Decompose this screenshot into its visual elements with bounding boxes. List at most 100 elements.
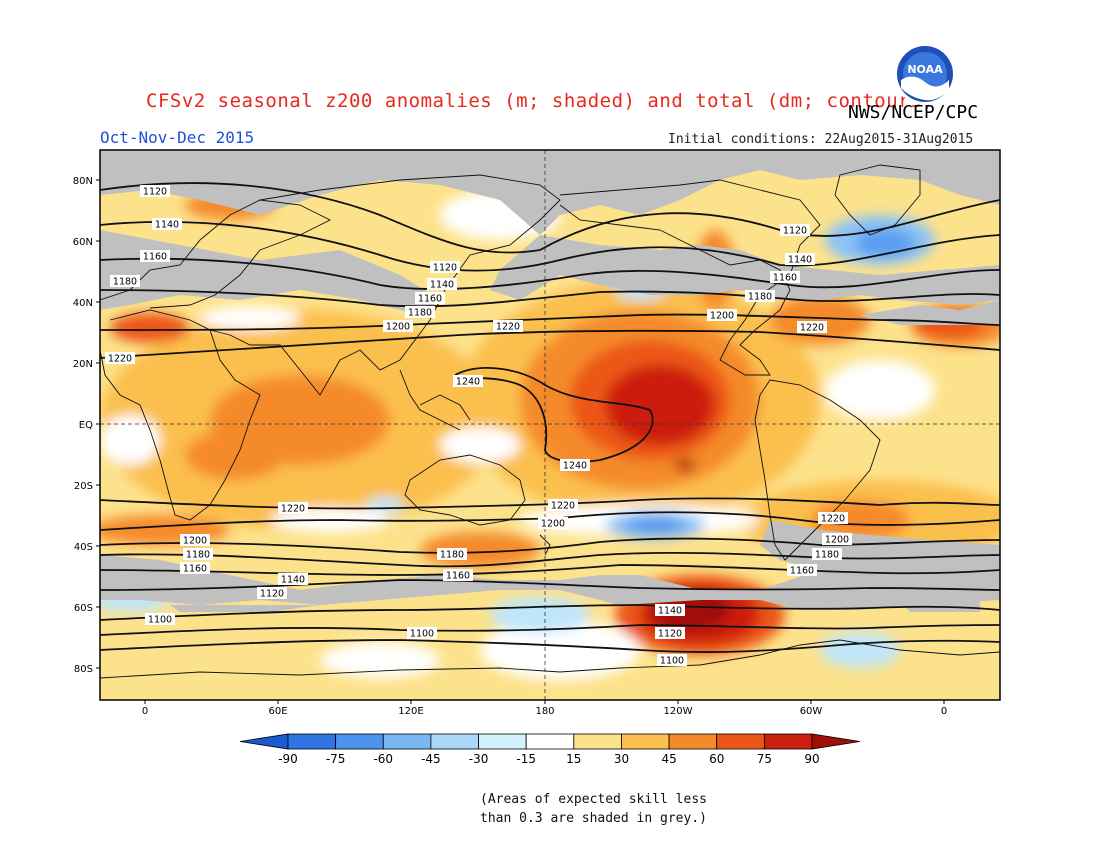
svg-text:EQ: EQ — [79, 420, 93, 431]
colorbar-label: -30 — [469, 752, 489, 766]
colorbar-label: 15 — [566, 752, 581, 766]
lat-tick: 60N — [73, 237, 100, 248]
colorbar-segment — [763, 733, 813, 750]
svg-text:1200: 1200 — [825, 535, 849, 546]
season-label: Oct-Nov-Dec 2015 — [100, 128, 255, 147]
svg-text:1180: 1180 — [186, 550, 210, 561]
svg-text:40S: 40S — [74, 542, 93, 553]
height-contours — [100, 182, 1000, 653]
longitude-axis: 0 60E 120E 180 120W 60W 0 — [142, 700, 947, 717]
contour-label: 1160 — [140, 250, 170, 263]
lat-tick: 80S — [74, 664, 100, 675]
svg-text:0: 0 — [142, 706, 148, 717]
svg-text:1160: 1160 — [446, 571, 470, 582]
colorbar-arrow-right — [811, 733, 861, 750]
contour-label: 1160 — [415, 292, 445, 305]
colorbar-segment — [716, 733, 765, 750]
svg-text:1220: 1220 — [551, 501, 575, 512]
contour-label: 1220 — [818, 512, 848, 525]
svg-text:1140: 1140 — [155, 220, 179, 231]
lon-tick: 0 — [941, 700, 947, 717]
colorbar-arrow-left — [239, 733, 289, 750]
org-label: NWS/NCEP/CPC — [848, 102, 979, 123]
colorbar-segment — [430, 733, 479, 750]
svg-text:60E: 60E — [268, 706, 287, 717]
svg-text:1200: 1200 — [183, 536, 207, 547]
svg-text:40N: 40N — [73, 298, 93, 309]
svg-text:1240: 1240 — [456, 377, 480, 388]
svg-text:1120: 1120 — [658, 629, 682, 640]
contour-label: 1120 — [257, 587, 287, 600]
contour-label: 1180 — [745, 290, 775, 303]
colorbar-label: 60 — [709, 752, 724, 766]
svg-text:180: 180 — [535, 706, 554, 717]
svg-text:1200: 1200 — [386, 322, 410, 333]
svg-text:1200: 1200 — [710, 311, 734, 322]
contour-label: 1100 — [407, 627, 437, 640]
contour-label: 1140 — [427, 278, 457, 291]
svg-text:120E: 120E — [398, 706, 423, 717]
colorbar-segment — [525, 733, 575, 750]
svg-text:60S: 60S — [74, 603, 93, 614]
colorbar-label: -60 — [373, 752, 393, 766]
contour-label: 1140 — [278, 573, 308, 586]
svg-text:20S: 20S — [74, 481, 93, 492]
contour-label: 1120 — [780, 224, 810, 237]
contour-label: 1200 — [822, 533, 852, 546]
noaa-logo: NOAA — [894, 43, 956, 105]
contour-label: 1140 — [655, 604, 685, 617]
contour-label: 1200 — [180, 534, 210, 547]
contour-label: 1220 — [548, 499, 578, 512]
contour-label: 1180 — [812, 548, 842, 561]
lat-tick: 20S — [74, 481, 100, 492]
map-plot-area: 1120 1140 1160 1180 1220 1120 1140 1160 … — [100, 150, 1000, 700]
contour-label: 1180 — [183, 548, 213, 561]
colorbar-label: -75 — [326, 752, 346, 766]
svg-text:60N: 60N — [73, 237, 93, 248]
svg-text:20N: 20N — [73, 359, 93, 370]
svg-text:1120: 1120 — [260, 589, 284, 600]
contour-label: 1240 — [560, 459, 590, 472]
lon-tick: 120W — [664, 700, 693, 717]
svg-text:1200: 1200 — [541, 519, 565, 530]
svg-text:1160: 1160 — [418, 294, 442, 305]
svg-text:1180: 1180 — [815, 550, 839, 561]
svg-text:1160: 1160 — [790, 566, 814, 577]
contour-label: 1180 — [110, 275, 140, 288]
lon-tick: 60E — [268, 700, 288, 717]
skill-note-line2: than 0.3 are shaded in grey.) — [480, 811, 707, 826]
svg-text:1220: 1220 — [496, 322, 520, 333]
initial-conditions-label: Initial conditions: 22Aug2015-31Aug2015 — [668, 132, 974, 147]
contour-label: 1140 — [152, 218, 182, 231]
colorbar: -90 -75 -60 -45 -30 -15 15 30 45 60 75 90 — [239, 733, 861, 766]
contour-label: 1140 — [785, 253, 815, 266]
contour-label: 1200 — [707, 309, 737, 322]
skill-note-line1: (Areas of expected skill less — [480, 792, 707, 807]
latitude-axis: 80N 60N 40N 20N EQ 20S 40S 60S 80S — [73, 176, 100, 675]
contour-label: 1160 — [770, 271, 800, 284]
lat-tick: 40S — [74, 542, 100, 553]
coastlines — [100, 164, 1000, 679]
lat-tick: 60S — [74, 603, 100, 614]
lon-tick: 120E — [398, 700, 424, 717]
contour-label: 1100 — [657, 654, 687, 667]
svg-text:1180: 1180 — [440, 550, 464, 561]
svg-text:1100: 1100 — [660, 656, 684, 667]
svg-text:0: 0 — [941, 706, 947, 717]
svg-text:1120: 1120 — [433, 263, 457, 274]
svg-text:80N: 80N — [73, 176, 93, 187]
contour-label: 1160 — [787, 564, 817, 577]
svg-text:120W: 120W — [664, 706, 693, 717]
contour-label: 1220 — [493, 320, 523, 333]
lon-tick: 180 — [535, 700, 555, 717]
contour-label: 1120 — [430, 261, 460, 274]
contour-label: 1220 — [797, 321, 827, 334]
svg-text:1180: 1180 — [748, 292, 772, 303]
colorbar-segment — [668, 733, 718, 750]
colorbar-segment — [382, 733, 432, 750]
colorbar-segment — [621, 733, 670, 750]
svg-text:1140: 1140 — [788, 255, 812, 266]
svg-text:1120: 1120 — [783, 226, 807, 237]
lat-tick: 40N — [73, 298, 100, 309]
svg-text:1140: 1140 — [281, 575, 305, 586]
